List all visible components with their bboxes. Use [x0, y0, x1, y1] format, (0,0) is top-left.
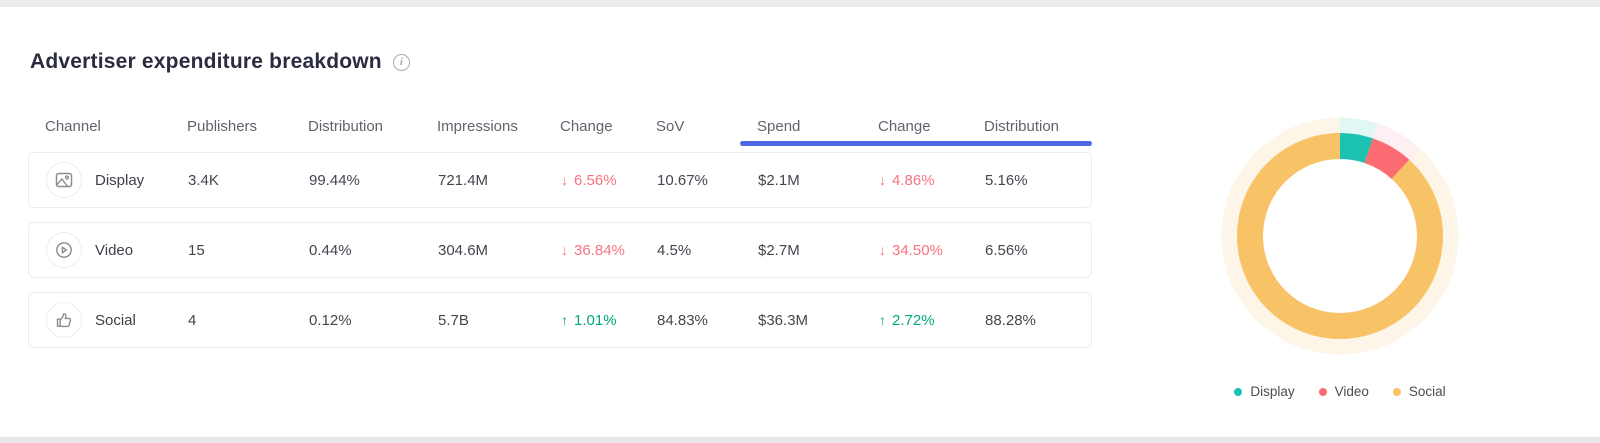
distribution-value: 0.44%: [309, 241, 352, 259]
spend-value: $2.1M: [758, 171, 800, 189]
publishers-value: 3.4K: [188, 171, 219, 189]
donut-segment-social: [1221, 117, 1459, 355]
table-row-display[interactable]: Display 3.4K 99.44% 721.4M ↓ 6.56% 10.67…: [28, 152, 1092, 208]
table-body: Display 3.4K 99.44% 721.4M ↓ 6.56% 10.67…: [28, 152, 1092, 348]
info-icon[interactable]: i: [392, 53, 410, 71]
impressions-value: 5.7B: [438, 311, 469, 329]
spend-change-value: ↓ 34.50%: [879, 241, 943, 259]
column-header-change[interactable]: Change: [560, 117, 613, 135]
publishers-value: 4: [188, 311, 197, 329]
channel-label: Video: [95, 241, 134, 259]
impressions-value: 721.4M: [438, 171, 489, 189]
column-header-channel[interactable]: Channel: [45, 117, 101, 135]
table-row-social[interactable]: Social 4 0.12% 5.7B ↑ 1.01% 84.83% $36.3…: [28, 292, 1092, 348]
donut-segment-social: [1237, 133, 1443, 339]
sov-value: 4.5%: [657, 241, 692, 259]
distribution-value: 99.44%: [309, 171, 360, 189]
expenditure-table: Channel Publishers Distribution Impressi…: [28, 110, 1092, 362]
sov-value: 10.67%: [657, 171, 708, 189]
chart-legend: Display Video Social: [1180, 384, 1500, 399]
channel-label: Social: [95, 311, 136, 329]
column-header-distribution[interactable]: Distribution: [308, 117, 384, 135]
legend-dot: [1234, 387, 1243, 396]
bottom-page-divider: [0, 437, 1600, 443]
spend-distribution-value: 88.28%: [985, 311, 1036, 329]
channel-label: Display: [95, 171, 145, 189]
sov-value: 84.83%: [657, 311, 708, 329]
spend-value: $36.3M: [758, 311, 809, 329]
arrow-down-icon: ↓: [879, 242, 886, 258]
column-header-spend-distribution[interactable]: Distribution: [984, 117, 1060, 135]
publishers-value: 15: [188, 241, 205, 259]
video-play-icon: [46, 232, 82, 268]
spend-group-highlight-bar: [740, 141, 1092, 146]
change-value: ↓ 6.56%: [561, 171, 617, 189]
spend-value: $2.7M: [758, 241, 800, 259]
change-value: ↓ 36.84%: [561, 241, 625, 259]
column-header-publishers[interactable]: Publishers: [187, 117, 258, 135]
arrow-down-icon: ↓: [561, 172, 568, 188]
column-header-spend[interactable]: Spend: [757, 117, 801, 135]
arrow-up-icon: ↑: [879, 312, 886, 328]
impressions-value: 304.6M: [438, 241, 489, 259]
arrow-down-icon: ↓: [879, 172, 886, 188]
column-header-sov[interactable]: SoV: [656, 117, 685, 135]
spend-change-value: ↑ 2.72%: [879, 311, 935, 329]
table-row-video[interactable]: Video 15 0.44% 304.6M ↓ 36.84% 4.5% $2.7…: [28, 222, 1092, 278]
channel-cell: Video: [46, 232, 188, 268]
donut-svg: [1221, 117, 1459, 355]
spend-donut-chart: [1210, 106, 1470, 366]
table-header-row: Channel Publishers Distribution Impressi…: [28, 110, 1092, 146]
legend-item-video[interactable]: Video: [1318, 384, 1369, 399]
legend-item-social[interactable]: Social: [1392, 384, 1446, 399]
spend-distribution-value: 5.16%: [985, 171, 1028, 189]
spend-distribution-value: 6.56%: [985, 241, 1028, 259]
page-title: Advertiser expenditure breakdown: [30, 50, 382, 73]
column-header-spend-change[interactable]: Change: [878, 117, 931, 135]
channel-cell: Display: [46, 162, 188, 198]
spend-change-value: ↓ 4.86%: [879, 171, 935, 189]
column-header-impressions[interactable]: Impressions: [437, 117, 518, 135]
legend-dot: [1318, 387, 1327, 396]
arrow-up-icon: ↑: [561, 312, 568, 328]
legend-item-display[interactable]: Display: [1234, 384, 1295, 399]
top-page-divider: [0, 0, 1600, 7]
arrow-down-icon: ↓: [561, 242, 568, 258]
change-value: ↑ 1.01%: [561, 311, 617, 329]
display-image-icon: [46, 162, 82, 198]
thumb-up-icon: [46, 302, 82, 338]
channel-cell: Social: [46, 302, 188, 338]
distribution-value: 0.12%: [309, 311, 352, 329]
legend-dot: [1392, 387, 1401, 396]
section-header: Advertiser expenditure breakdown i: [30, 50, 410, 74]
